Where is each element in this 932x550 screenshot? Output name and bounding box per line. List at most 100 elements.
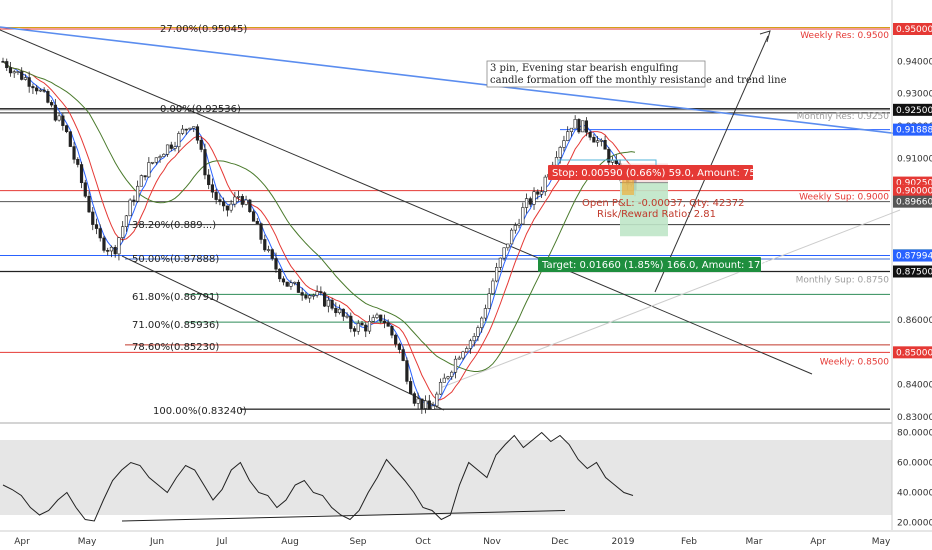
candle-body-144 (539, 191, 544, 195)
annotation-line-2: candle formation off the monthly resista… (490, 75, 787, 86)
candle-body-10 (38, 89, 42, 92)
candle-body-5 (20, 71, 24, 80)
candle-body-102 (382, 320, 387, 324)
candle-body-90 (337, 308, 342, 314)
time-tick-7: Nov (483, 537, 501, 547)
projection-arrow (759, 30, 771, 43)
candle-body-44 (165, 144, 170, 155)
candle-body-89 (334, 307, 338, 314)
candle-body-85 (319, 291, 323, 294)
candle-body-31 (117, 237, 121, 255)
candle-body-141 (528, 198, 532, 205)
candle-body-19 (72, 146, 76, 160)
candle-body-106 (397, 343, 402, 350)
candle-body-45 (169, 144, 173, 149)
entry-candle-highlight (622, 178, 634, 195)
price-tick-3: 0.91000 (897, 154, 932, 164)
candle-body-117 (438, 382, 443, 395)
candle-body-49 (184, 128, 188, 131)
candle-body-142 (532, 191, 536, 205)
candle-body-18 (68, 131, 72, 147)
candle-body-162 (607, 148, 611, 163)
osc-tick-1: 60.0000 (897, 459, 932, 469)
candle-body-29 (109, 246, 114, 252)
faint-trend-line (439, 209, 901, 389)
target-label: Target: 0.01660 (1.85%) 166.0, Amount: 1… (541, 260, 789, 271)
time-tick-2: Jun (149, 537, 164, 547)
candle-body-50 (188, 127, 192, 130)
candle-body-24 (91, 211, 95, 225)
channel-lower-line (121, 255, 445, 411)
candle-body-139 (521, 207, 525, 225)
candle-body-40 (150, 161, 155, 164)
candle-body-113 (423, 400, 428, 409)
price-tag-bg-10 (893, 346, 932, 359)
candle-body-100 (375, 314, 379, 318)
candle-body-99 (371, 317, 375, 322)
fib-label-6: 78.60%(0.85230) (132, 342, 219, 353)
candle-body-86 (323, 292, 327, 307)
candle-body-13 (50, 102, 54, 106)
candle-body-11 (42, 89, 46, 92)
candle-body-124 (465, 348, 469, 353)
candle-body-78 (293, 281, 297, 284)
stop-label: Stop: 0.00590 (0.66%) 59.0, Amount: 750.… (552, 168, 778, 179)
price-tag-4: 0.90000 (896, 187, 932, 197)
candle-body-57 (214, 191, 218, 200)
candle-body-41 (154, 157, 158, 163)
candle-body-105 (394, 334, 398, 345)
price-tick-0: 0.94000 (897, 57, 932, 67)
trend-lines (0, 26, 901, 411)
candle-body-53 (199, 139, 203, 150)
ma-slow-green (2, 61, 636, 372)
ma-fast-blue (2, 61, 636, 407)
candle-body-1 (5, 61, 9, 69)
candle-body-134 (502, 247, 506, 259)
annotation-box (486, 60, 706, 88)
candle-body-112 (420, 398, 424, 409)
candle-body-116 (435, 393, 439, 407)
candle-body-15 (57, 115, 61, 121)
candle-body-110 (412, 393, 416, 404)
candle-body-52 (195, 126, 200, 141)
price-tag-bg-9 (893, 265, 932, 278)
candle-body-2 (8, 67, 13, 74)
level-label-2: Weekly Sup: 0.9000 (799, 193, 889, 203)
candle-body-48 (180, 128, 185, 134)
candle-body-58 (218, 199, 222, 202)
position-tool[interactable]: Stop: 0.00590 (0.66%) 59.0, Amount: 750.… (538, 159, 789, 272)
candle-body-93 (349, 315, 353, 329)
price-tag-bg-0 (893, 23, 932, 35)
candle-body-33 (124, 215, 129, 227)
candle-body-14 (53, 104, 57, 121)
candle-body-96 (360, 323, 364, 326)
candle-body-149 (558, 147, 562, 158)
candle-body-101 (379, 314, 383, 322)
candle-body-143 (536, 191, 540, 195)
target-label-bg (538, 257, 761, 272)
oscillator-pane: 80.0000 60.0000 40.0000 20.0000 (2, 429, 932, 529)
candle-body-66 (248, 199, 252, 212)
candle-body-136 (509, 229, 514, 245)
candle-body-120 (450, 371, 454, 377)
fib-label-1: 0.00%(0.92536) (160, 104, 241, 115)
price-tag-9: 0.87500 (896, 267, 932, 277)
candle-body-22 (83, 182, 87, 197)
moving-averages (2, 61, 636, 407)
blue-trend-line (0, 26, 901, 135)
candle-body-26 (98, 228, 102, 239)
candle-body-108 (405, 360, 409, 382)
candle-body-150 (562, 140, 566, 148)
candle-body-55 (207, 174, 211, 186)
candle-body-83 (311, 294, 315, 297)
candle-body-121 (453, 358, 458, 373)
candle-body-42 (158, 156, 162, 159)
candle-body-94 (352, 328, 357, 332)
candle-body-60 (225, 205, 229, 211)
fib-label-2: 38.20%(0.889...) (132, 220, 216, 231)
candle-body-47 (177, 133, 181, 148)
candle-body-8 (31, 86, 35, 89)
candle-body-103 (386, 322, 390, 327)
candle-body-145 (543, 176, 547, 193)
